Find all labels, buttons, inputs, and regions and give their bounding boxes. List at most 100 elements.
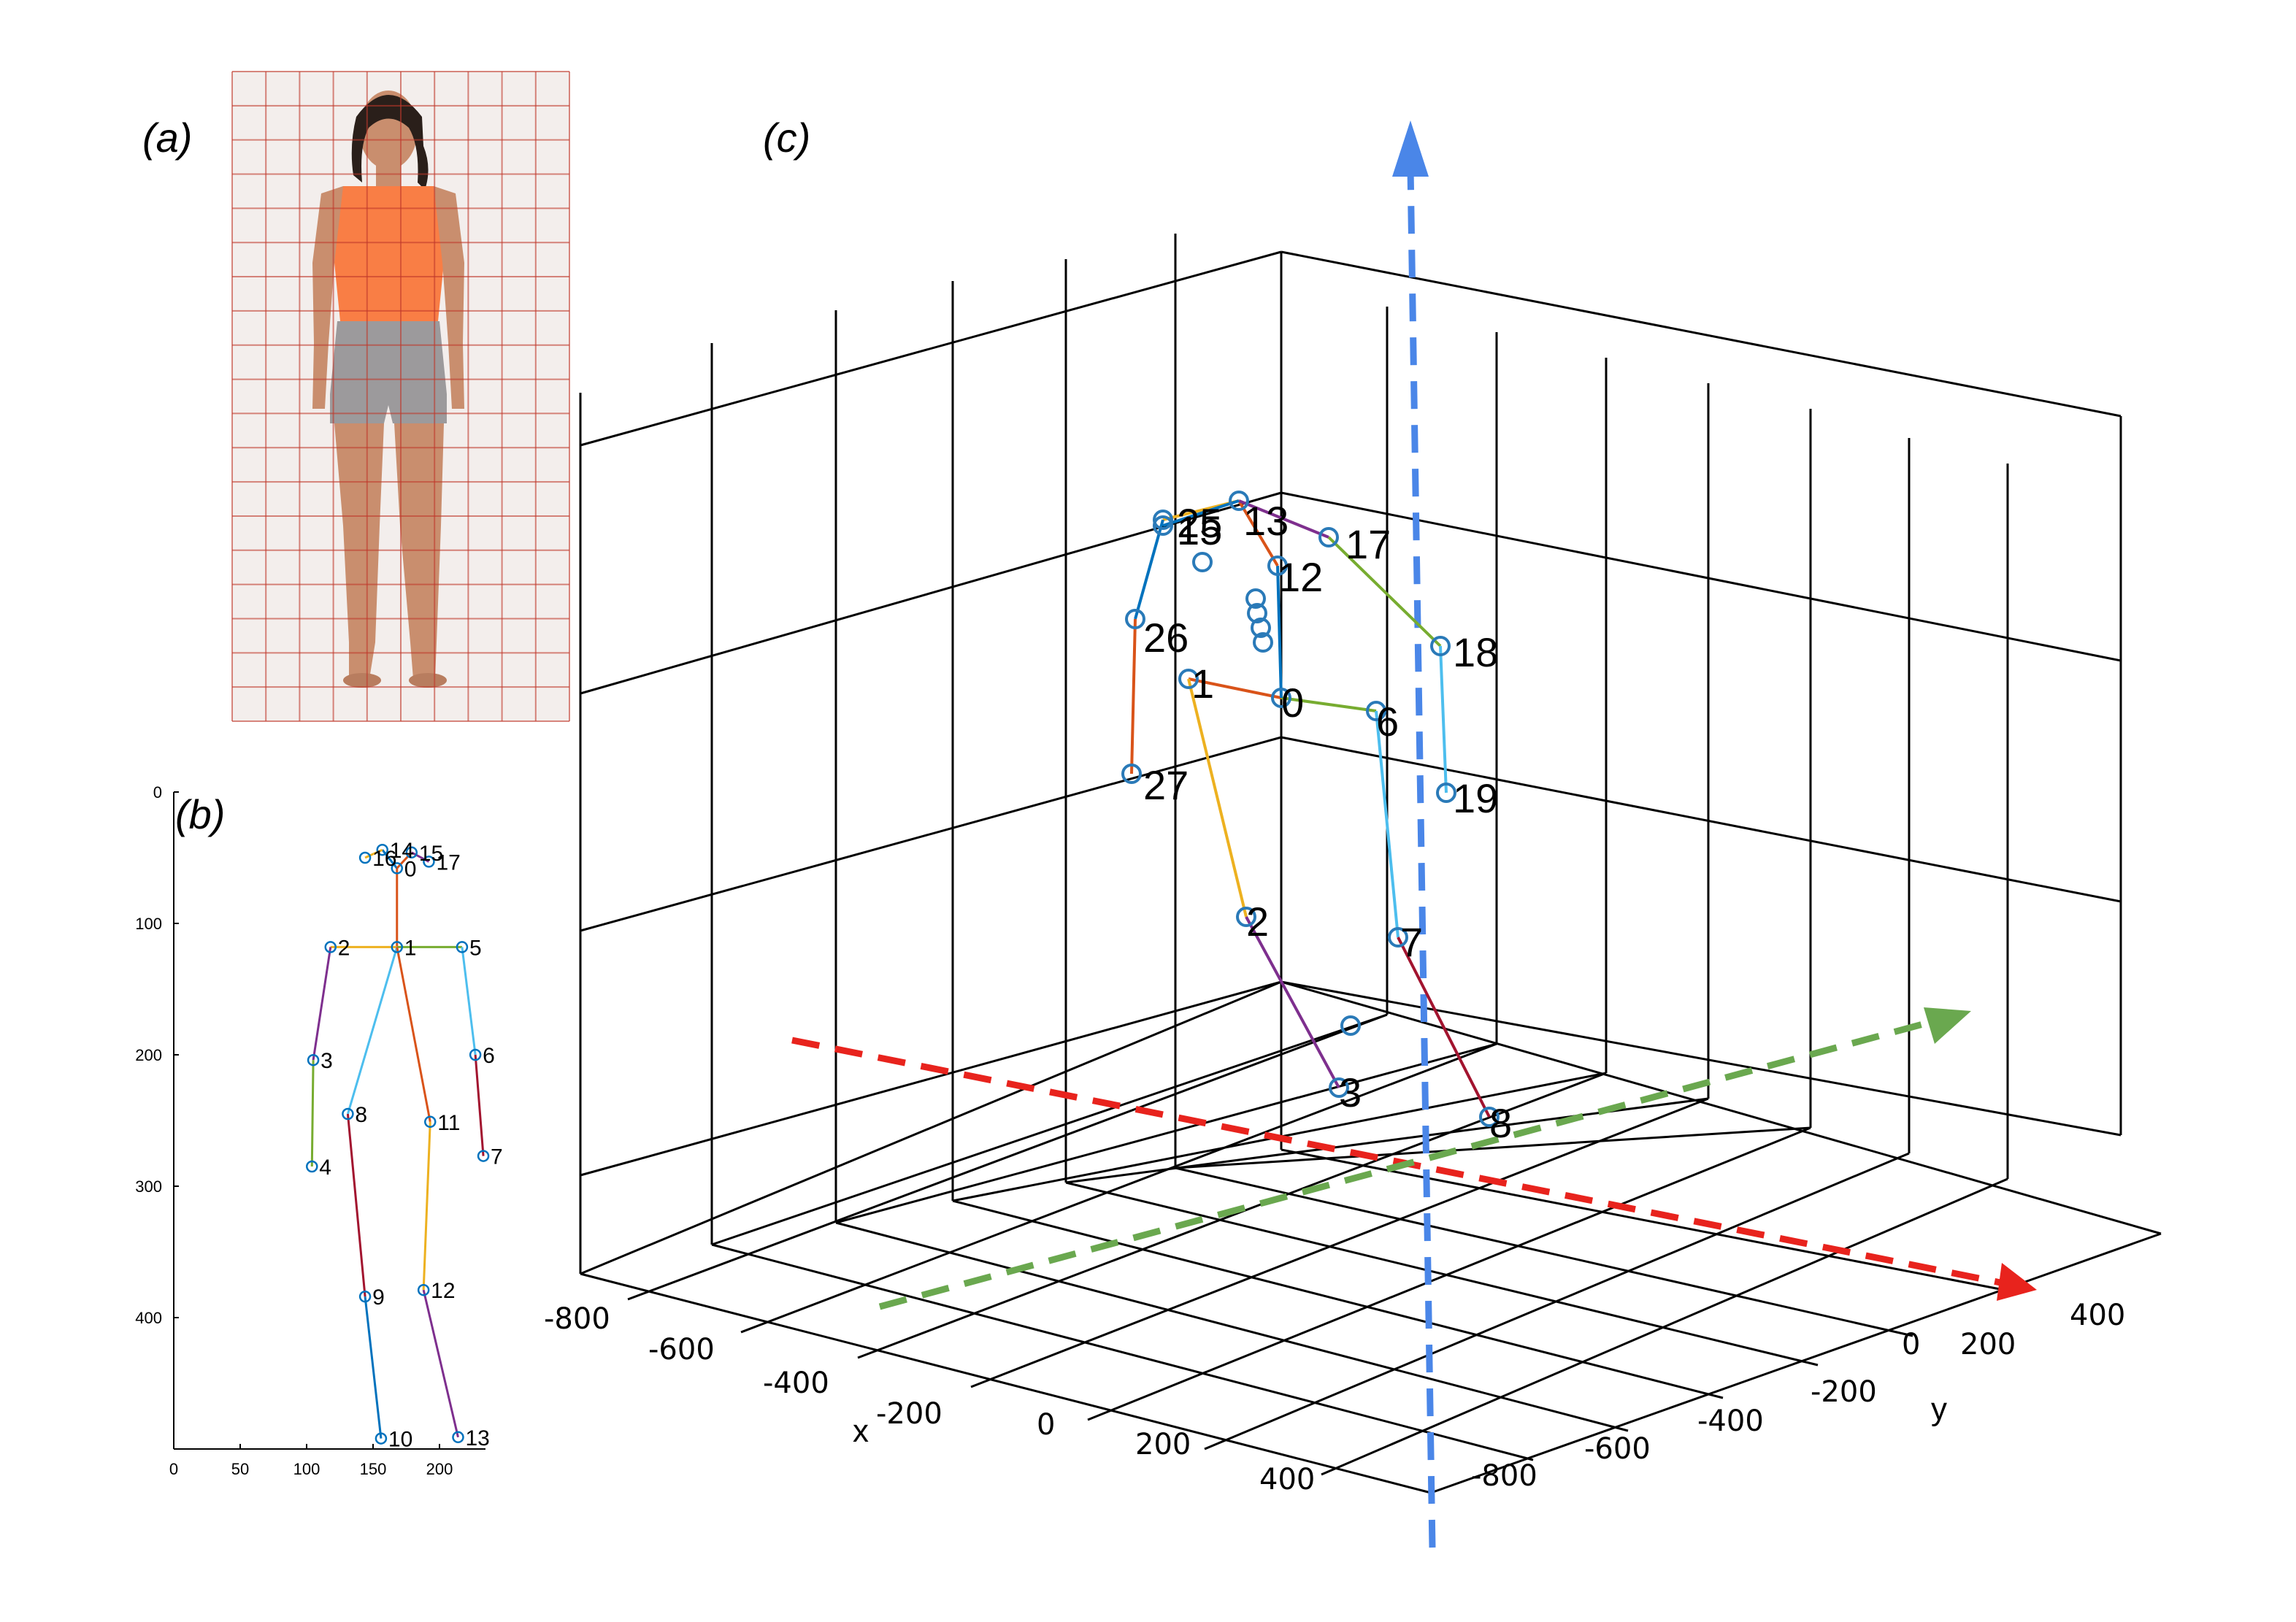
panel-b-joint	[391, 941, 404, 953]
panel-c-joint-label: 7	[1400, 919, 1423, 965]
panel-c-bone	[1162, 499, 1240, 527]
panel-c-joint-label: 3	[1339, 1069, 1362, 1115]
panel-c-joint	[1366, 701, 1386, 721]
panel-b-joint-label: 10	[388, 1428, 412, 1452]
person-silhouette	[312, 91, 464, 688]
panel-c-x-ticks: -800 -600 -400 -200 0 200 400	[544, 1302, 1315, 1496]
panel-c-joint	[1329, 1077, 1349, 1098]
grid-back-left-horizontal	[580, 250, 1282, 447]
panel-c-y-tick-label: -600	[1584, 1432, 1651, 1466]
grid-floor-line	[952, 1199, 1724, 1399]
grid-floor-diagonal	[1087, 1126, 1811, 1421]
panel-c-x-axis-label: x	[853, 1413, 869, 1449]
panel-b-joint	[358, 1290, 372, 1303]
panel-c-joint	[1251, 618, 1271, 638]
panel-b-joint	[376, 843, 388, 856]
panel-b-joint-label: 13	[465, 1426, 489, 1450]
tank-top	[333, 186, 445, 321]
panel-b-joints	[306, 843, 490, 1445]
panel-c-joint-label: 26	[1143, 615, 1189, 661]
grid-back-left-horizontal	[580, 736, 1282, 932]
panel-b-bone	[364, 1296, 383, 1439]
panel-c-x-tick-label: -600	[648, 1333, 715, 1367]
grid-floor-line	[711, 1243, 1534, 1461]
panel-c-bones	[1130, 499, 1491, 1118]
panel-b-joint-label: 8	[355, 1103, 367, 1127]
panel-b-bone	[346, 1113, 366, 1297]
panel-b-y-tick-label: 0	[153, 783, 162, 802]
panel-c-y-tick-label: 400	[2070, 1299, 2125, 1332]
panel-b-joint-label: 5	[469, 936, 482, 960]
grid-floor-line	[1175, 1166, 1913, 1337]
panel-c-y-tick-label: 0	[1902, 1328, 1920, 1361]
panel-c-joint	[1340, 1015, 1361, 1036]
panel-b-y-tick-label: 100	[135, 915, 162, 933]
panel-c-joint	[1192, 552, 1213, 572]
panel-c-y-axis-label: y	[1931, 1391, 1947, 1427]
panel-c-joint	[1153, 510, 1173, 530]
axis-arrows	[791, 120, 2037, 1548]
panel-c-joint-label: 1	[1191, 661, 1214, 707]
grid-floor-diagonal	[1321, 1177, 2008, 1476]
panel-c-joint-label: 13	[1243, 498, 1289, 544]
panel-b-bone	[310, 1060, 315, 1167]
grid-floor-edge	[580, 980, 1282, 1275]
panel-b-joint-label: 16	[372, 847, 396, 871]
panel-b-bone	[422, 1289, 459, 1438]
panel-b-x-tick-label: 0	[169, 1460, 178, 1478]
panel-c-bone	[1397, 937, 1491, 1118]
right-leg	[394, 423, 444, 679]
y-axis-arrow-head	[1924, 1007, 1971, 1044]
grid-floor-diagonal	[627, 1013, 1388, 1301]
panel-b-joint	[391, 862, 404, 875]
hair	[351, 95, 429, 190]
panel-c-bone	[1130, 618, 1137, 775]
panel-b-joint-label: 0	[404, 857, 417, 881]
panel-b-joint	[477, 1150, 490, 1162]
panel-c-joint	[1430, 636, 1451, 656]
panel-c-label: (c)	[763, 115, 810, 161]
panel-c-joint	[1388, 927, 1408, 948]
panel-c-x-tick-label: 400	[1259, 1463, 1315, 1496]
panel-c-joint-label: 6	[1376, 699, 1399, 745]
panel-b-joint	[423, 856, 435, 868]
panel-b-y-tick-label: 200	[135, 1046, 162, 1064]
panel-b-bone	[411, 851, 430, 863]
panel-c-y-tick-label: 200	[1960, 1328, 2016, 1361]
panel-c-joint-label: 8	[1489, 1100, 1512, 1146]
panel-c-joint	[1267, 556, 1288, 576]
panel-b-joint-label: 4	[319, 1156, 331, 1180]
subject-photo	[231, 71, 570, 722]
grid-floor-line	[835, 1221, 1629, 1432]
panel-b-joint-label: 9	[372, 1285, 385, 1310]
panel-b-joint-label: 3	[320, 1049, 333, 1073]
neck	[376, 164, 401, 186]
panel-c-bone	[1134, 519, 1164, 620]
panel-b-x-tick-label: 200	[426, 1460, 453, 1478]
panel-b-y-tick-label: 400	[135, 1309, 162, 1327]
vertical-axis-arrow	[1407, 167, 1436, 1548]
photo-grid	[231, 71, 570, 722]
panel-c-x-tick-label: -400	[763, 1367, 829, 1400]
panel-b-x-tick-label: 150	[360, 1460, 387, 1478]
panel-b-joint-label: 2	[338, 936, 350, 960]
panel-b-bone	[381, 849, 398, 869]
grid-back-right-horizontal	[1281, 250, 2122, 418]
grid-floor-line	[1175, 1126, 1811, 1169]
panel-c-x-tick-label: -200	[876, 1397, 942, 1431]
panel-b-joint	[456, 941, 469, 953]
panel-c-joint	[1236, 907, 1256, 927]
right-foot	[409, 673, 447, 688]
panel-c-joint-label: 12	[1278, 554, 1323, 600]
panel-b-joint-label: 6	[483, 1044, 495, 1068]
panel-b-joint	[405, 846, 418, 859]
panel-c-joint-label: 17	[1345, 521, 1391, 567]
panel-b-bone	[312, 947, 332, 1061]
y-axis-arrow	[878, 1018, 1932, 1310]
panel-c-joint	[1125, 609, 1145, 629]
